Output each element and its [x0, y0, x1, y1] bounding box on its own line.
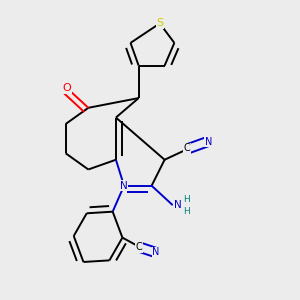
Text: N: N [174, 200, 182, 210]
Text: O: O [63, 83, 72, 93]
Text: N: N [152, 247, 160, 257]
Text: H: H [183, 195, 190, 204]
Text: N: N [120, 181, 128, 191]
Text: C: C [184, 143, 191, 153]
Text: C: C [136, 242, 142, 252]
Text: S: S [156, 18, 163, 28]
Text: H: H [183, 206, 190, 215]
Text: N: N [205, 137, 212, 147]
